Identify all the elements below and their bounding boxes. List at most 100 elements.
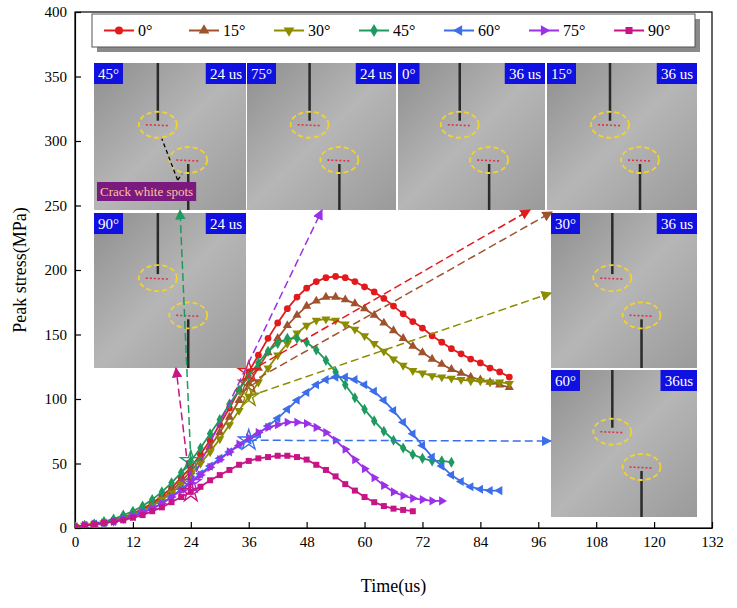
series-marker — [321, 375, 329, 384]
inset-time-box — [657, 213, 697, 234]
series-marker — [333, 473, 339, 479]
series-marker — [196, 461, 205, 469]
inset-time-box — [505, 63, 545, 84]
inset: 0°36 us — [398, 63, 545, 210]
series-marker — [371, 499, 377, 505]
series-marker — [274, 338, 280, 349]
series-marker — [284, 305, 291, 312]
series-marker — [438, 339, 445, 346]
series-marker — [311, 380, 319, 389]
series-marker — [255, 455, 261, 461]
y-axis: 050100150200250300350400 — [45, 4, 82, 536]
series-marker — [372, 473, 380, 482]
series-marker — [410, 508, 416, 514]
series-marker — [246, 458, 252, 464]
series-marker — [485, 486, 493, 495]
crack-ellipse — [441, 112, 479, 138]
series-marker — [360, 333, 369, 341]
series-marker — [284, 333, 290, 344]
legend-marker — [284, 27, 295, 36]
series-marker — [446, 471, 454, 480]
inset-photo — [551, 213, 697, 368]
x-tick: 24 — [184, 522, 200, 550]
y-tick-label: 300 — [45, 133, 68, 149]
series-marker — [265, 423, 273, 432]
inset-time: 36 us — [661, 216, 693, 232]
inset-time: 24 us — [210, 66, 242, 82]
y-tick: 50 — [52, 456, 81, 472]
series-marker — [428, 354, 437, 362]
y-tick: 150 — [45, 327, 82, 343]
series-marker — [399, 363, 408, 371]
series-marker — [352, 488, 358, 494]
series-marker — [225, 422, 234, 430]
notch — [338, 164, 341, 210]
x-tick-label: 36 — [242, 534, 258, 550]
notch — [187, 319, 190, 368]
y-tick-mark — [75, 205, 81, 206]
series-marker — [226, 467, 232, 473]
series-marker — [389, 325, 398, 333]
series-marker — [168, 477, 174, 488]
crack-ellipse — [139, 112, 177, 138]
series-marker — [275, 420, 283, 429]
y-tick: 400 — [45, 4, 82, 20]
inset-time-box — [661, 370, 698, 391]
series-marker — [448, 457, 454, 468]
y-tick-mark — [75, 270, 81, 271]
series-marker — [408, 429, 416, 438]
series-marker — [332, 273, 339, 280]
series-marker — [371, 415, 377, 426]
x-tick-label: 24 — [184, 534, 200, 550]
notch — [640, 319, 643, 368]
series-marker — [236, 462, 242, 468]
series-marker — [285, 418, 293, 427]
note-pointer — [178, 174, 183, 180]
series-marker — [401, 491, 409, 500]
x-tick-mark — [133, 522, 134, 528]
series-marker — [198, 471, 206, 480]
series-marker — [312, 318, 321, 326]
y-tick-mark — [75, 334, 81, 335]
x-tick-label: 0 — [72, 534, 80, 550]
series-marker — [398, 418, 406, 427]
crack-ellipse — [169, 147, 207, 173]
series-marker — [436, 462, 444, 471]
series-marker — [466, 378, 475, 386]
series-marker — [101, 516, 107, 527]
inset-photo — [247, 63, 396, 210]
crack-ellipse — [623, 454, 661, 480]
series-marker — [111, 519, 117, 525]
snapshot-arrow — [176, 368, 191, 492]
series-marker — [235, 408, 244, 416]
inset-label-box — [247, 63, 276, 84]
snapshot-arrow — [191, 210, 322, 483]
y-tick-mark — [75, 141, 81, 142]
series-marker — [400, 507, 406, 513]
x-tick-label: 12 — [126, 534, 141, 550]
series-marker — [323, 355, 329, 366]
series-marker — [330, 373, 338, 382]
series-marker — [379, 318, 388, 326]
series-line — [75, 377, 500, 527]
series-marker — [420, 495, 428, 504]
x-tick: 108 — [585, 522, 608, 550]
y-tick: 100 — [45, 391, 82, 407]
series-marker — [361, 283, 368, 290]
series-marker — [418, 347, 427, 355]
series-marker — [371, 289, 378, 296]
series-marker — [505, 381, 514, 389]
note-pointer — [162, 139, 178, 180]
series-line — [75, 456, 413, 527]
inset: 75°24 us — [247, 63, 396, 210]
y-tick-label: 150 — [45, 327, 68, 343]
series-marker — [294, 418, 302, 427]
series-marker — [178, 494, 184, 500]
series-marker — [265, 454, 271, 460]
series-marker — [75, 523, 78, 528]
series-marker — [275, 453, 281, 459]
crack-line — [628, 160, 652, 161]
inset-label-box — [551, 213, 580, 234]
series-marker — [292, 310, 301, 318]
crack-line — [146, 278, 170, 279]
